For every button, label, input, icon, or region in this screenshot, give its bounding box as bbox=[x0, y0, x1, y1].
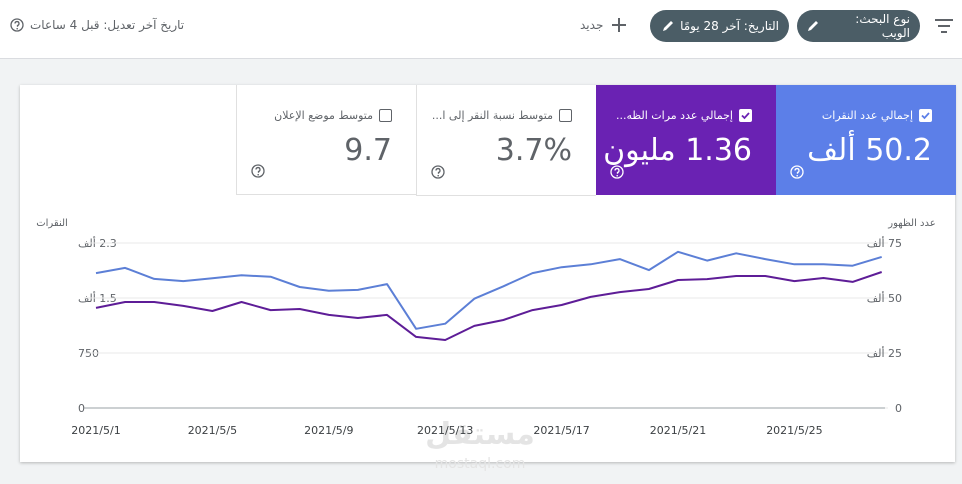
watermark: مستقل bbox=[425, 417, 535, 452]
divider bbox=[416, 195, 596, 196]
help-glyph bbox=[610, 165, 624, 179]
new-button[interactable]: جديد bbox=[580, 17, 627, 33]
metric-tile[interactable]: إجمالي عدد النقرات 50.2 ألف bbox=[776, 85, 956, 195]
help-glyph bbox=[790, 165, 804, 179]
metric-tile[interactable]: إجمالي عدد مرات الظه... 1.36 مليون bbox=[596, 85, 776, 195]
help-icon[interactable] bbox=[251, 163, 265, 182]
plus-icon bbox=[612, 18, 627, 32]
chip-label: نوع البحث: الويب bbox=[855, 12, 910, 40]
series-line bbox=[95, 250, 882, 330]
tile-title: متوسط نسبة النقر إلى ا... bbox=[431, 109, 553, 122]
check bbox=[741, 112, 750, 120]
checkbox[interactable] bbox=[739, 109, 752, 122]
filter-icon[interactable] bbox=[934, 18, 954, 34]
checkbox[interactable] bbox=[919, 109, 932, 122]
last-updated-text: تاريخ آخر تعديل: قبل 4 ساعات bbox=[30, 18, 185, 32]
search-type-chip[interactable]: نوع البحث: الويب bbox=[797, 10, 920, 42]
series-line bbox=[95, 271, 883, 341]
tile-title: متوسط موضع الإعلان bbox=[274, 109, 373, 122]
check bbox=[921, 112, 930, 120]
x-tick-label: 2021/5/21 bbox=[650, 424, 706, 437]
tile-title: إجمالي عدد النقرات bbox=[821, 109, 913, 122]
x-tick-label: 2021/5/17 bbox=[533, 424, 589, 437]
y2-axis-title: عدد الظهور bbox=[887, 218, 935, 229]
x-tick-label: 2021/5/9 bbox=[304, 424, 353, 437]
top-bar: نوع البحث: الويب التاريخ: آخر 28 يومًا ج… bbox=[0, 0, 962, 59]
y-tick-label: 0 bbox=[78, 402, 85, 415]
performance-card: إجمالي عدد النقرات 50.2 ألف إجمالي عدد م… bbox=[20, 85, 956, 462]
metric-tile[interactable]: متوسط موضع الإعلان 9.7 bbox=[236, 85, 416, 195]
metric-tile[interactable]: متوسط نسبة النقر إلى ا... 3.7% bbox=[416, 85, 596, 195]
help-glyph bbox=[431, 165, 445, 179]
help-glyph bbox=[251, 164, 265, 178]
chip-label: التاريخ: آخر 28 يومًا bbox=[680, 19, 779, 33]
y2-tick-label: 50 ألف bbox=[867, 291, 902, 305]
help-icon[interactable] bbox=[431, 164, 445, 183]
tile-title: إجمالي عدد مرات الظه... bbox=[615, 109, 733, 122]
y2-tick-label: 25 ألف bbox=[867, 346, 902, 360]
date-chip[interactable]: التاريخ: آخر 28 يومًا bbox=[650, 10, 789, 42]
tile-value: 1.36 مليون bbox=[603, 133, 752, 168]
last-updated: تاريخ آخر تعديل: قبل 4 ساعات bbox=[10, 18, 184, 32]
watermark: mostaql.com bbox=[435, 456, 526, 472]
x-tick-label: 2021/5/5 bbox=[188, 424, 237, 437]
edit-icon bbox=[663, 21, 674, 31]
y-axis-title: النقرات bbox=[36, 218, 68, 229]
y2-tick-label: 75 ألف bbox=[867, 236, 902, 250]
new-label: جديد bbox=[580, 18, 604, 32]
x-tick-label: 2021/5/1 bbox=[71, 424, 120, 437]
x-tick-label: 2021/5/13 bbox=[417, 424, 473, 437]
tile-value: 9.7 bbox=[344, 133, 392, 168]
tile-value: 50.2 ألف bbox=[807, 133, 932, 168]
tile-value: 3.7% bbox=[495, 133, 572, 168]
edit-icon bbox=[808, 21, 818, 31]
x-tick-label: 2021/5/25 bbox=[766, 424, 822, 437]
help-icon[interactable] bbox=[610, 164, 624, 183]
help-icon[interactable] bbox=[10, 18, 24, 32]
help-icon[interactable] bbox=[790, 164, 804, 183]
checkbox[interactable] bbox=[559, 109, 572, 122]
checkbox[interactable] bbox=[379, 109, 392, 122]
y2-tick-label: 0 bbox=[895, 402, 902, 415]
